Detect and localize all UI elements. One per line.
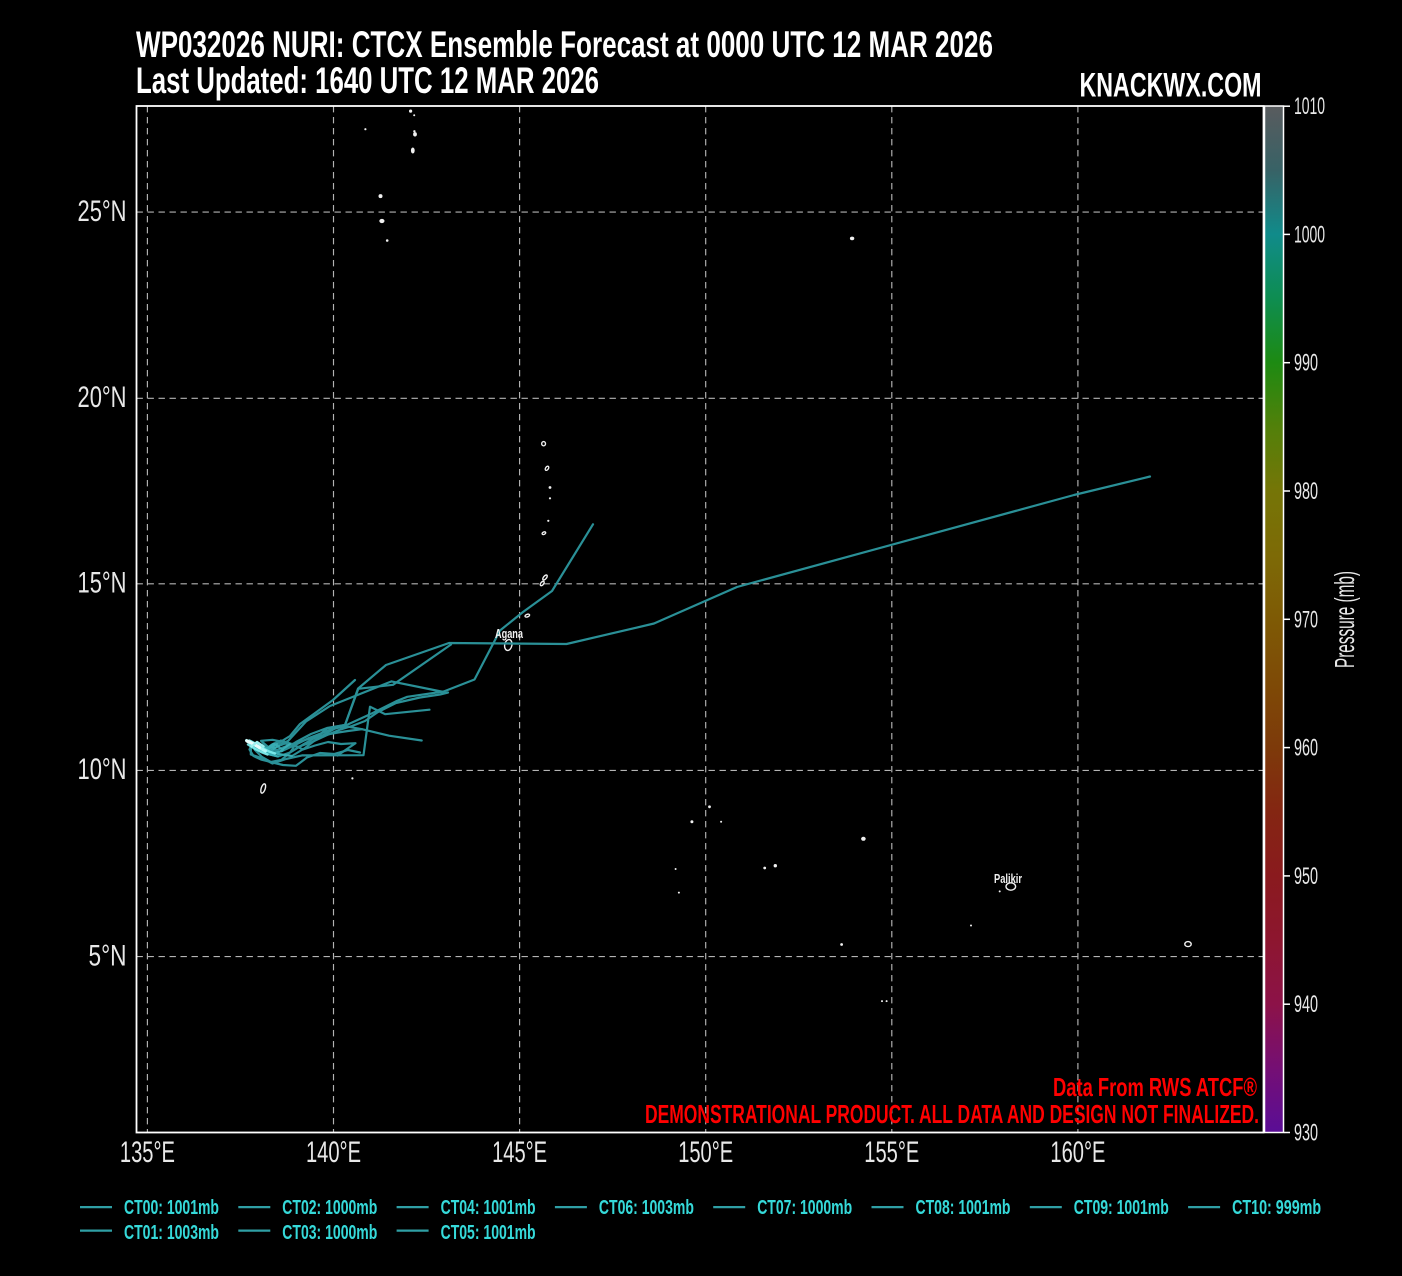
svg-text:160°E: 160°E <box>1050 1136 1105 1169</box>
svg-text:150°E: 150°E <box>678 1136 733 1169</box>
svg-text:CT09: 1001mb: CT09: 1001mb <box>1074 1197 1169 1219</box>
svg-text:CT07: 1000mb: CT07: 1000mb <box>757 1197 852 1219</box>
svg-text:25°N: 25°N <box>78 195 127 228</box>
svg-text:5°N: 5°N <box>89 939 127 972</box>
svg-text:20°N: 20°N <box>78 381 127 414</box>
svg-text:Pressure (mb): Pressure (mb) <box>1329 571 1360 668</box>
svg-text:DEMONSTRATIONAL PRODUCT. ALL D: DEMONSTRATIONAL PRODUCT. ALL DATA AND DE… <box>645 1099 1259 1129</box>
svg-text:960: 960 <box>1294 735 1318 762</box>
svg-text:980: 980 <box>1294 478 1318 505</box>
svg-text:CT08: 1001mb: CT08: 1001mb <box>916 1197 1011 1219</box>
svg-text:KNACKWX.COM: KNACKWX.COM <box>1080 66 1262 104</box>
svg-text:CT05: 1001mb: CT05: 1001mb <box>441 1222 536 1244</box>
svg-text:CT00: 1001mb: CT00: 1001mb <box>124 1197 219 1219</box>
svg-text:990: 990 <box>1294 350 1318 377</box>
svg-text:WP032026 NURI: CTCX Ensemble F: WP032026 NURI: CTCX Ensemble Forecast at… <box>136 24 993 65</box>
svg-text:1010: 1010 <box>1294 93 1325 120</box>
svg-text:CT01: 1003mb: CT01: 1003mb <box>124 1222 219 1244</box>
svg-text:950: 950 <box>1294 863 1318 890</box>
svg-text:970: 970 <box>1294 606 1318 633</box>
svg-text:930: 930 <box>1294 1120 1318 1147</box>
svg-text:140°E: 140°E <box>306 1136 361 1169</box>
svg-text:135°E: 135°E <box>120 1136 175 1169</box>
svg-text:145°E: 145°E <box>492 1136 547 1169</box>
svg-text:940: 940 <box>1294 991 1318 1018</box>
svg-text:CT06: 1003mb: CT06: 1003mb <box>599 1197 694 1219</box>
svg-text:10°N: 10°N <box>78 753 127 786</box>
svg-text:155°E: 155°E <box>864 1136 919 1169</box>
svg-text:CT03: 1000mb: CT03: 1000mb <box>282 1222 377 1244</box>
svg-text:15°N: 15°N <box>78 567 127 600</box>
svg-text:Agana: Agana <box>495 626 524 641</box>
svg-text:Palikir: Palikir <box>994 871 1022 886</box>
svg-text:CT10: 999mb: CT10: 999mb <box>1232 1197 1321 1219</box>
svg-text:Last Updated: 1640 UTC 12 MAR: Last Updated: 1640 UTC 12 MAR 2026 <box>136 60 599 101</box>
svg-text:CT04: 1001mb: CT04: 1001mb <box>441 1197 536 1219</box>
svg-text:Data From RWS ATCF®: Data From RWS ATCF® <box>1053 1072 1257 1102</box>
svg-text:CT02: 1000mb: CT02: 1000mb <box>282 1197 377 1219</box>
svg-text:1000: 1000 <box>1294 221 1325 248</box>
